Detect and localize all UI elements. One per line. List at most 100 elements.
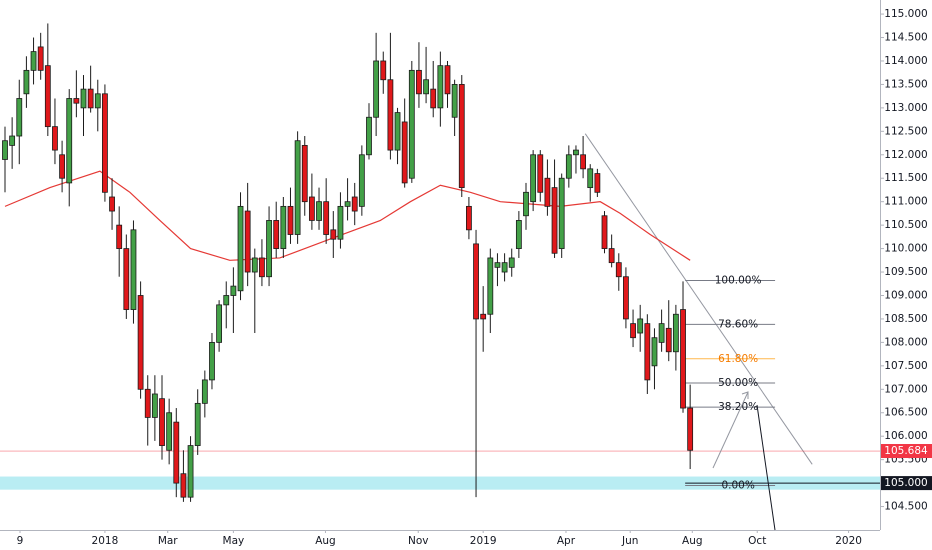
candle-body <box>44 65 51 128</box>
candle-body <box>187 445 194 498</box>
y-tick-label: 112.000 <box>884 149 927 161</box>
candle-body <box>651 337 658 367</box>
candle-body <box>544 177 551 207</box>
y-tick-label: 107.500 <box>884 360 927 372</box>
candle-body <box>380 60 387 81</box>
y-tick-label: 110.000 <box>884 243 927 255</box>
candle-body <box>587 168 594 189</box>
candle-body <box>680 309 686 409</box>
moving-average <box>4 170 691 261</box>
candle-body <box>373 60 380 118</box>
candle-body <box>466 205 472 231</box>
candle-body <box>244 210 251 273</box>
x-tick-label: 9 <box>17 535 24 547</box>
candle-body <box>280 205 287 249</box>
x-tick-label: Mar <box>158 535 178 547</box>
fib-label: 50.00% <box>718 377 758 389</box>
candle-body <box>2 140 8 160</box>
candle-body <box>580 154 586 170</box>
candle-body <box>151 393 158 418</box>
x-tick-label: Aug <box>682 535 703 547</box>
candle-body <box>59 154 65 179</box>
fib-label: 78.60% <box>718 318 758 330</box>
y-tick-label: 111.000 <box>884 196 927 208</box>
candle-body <box>273 220 280 249</box>
candle-body <box>237 205 244 292</box>
candle-body <box>116 224 123 249</box>
candle-body <box>102 93 108 193</box>
price-tag <box>881 444 932 459</box>
candle-body <box>430 88 437 109</box>
y-tick-label: 106.000 <box>884 430 927 442</box>
candle-body <box>37 46 44 71</box>
candle-body <box>558 177 565 249</box>
candle-body <box>644 323 651 381</box>
arrow-head <box>741 391 749 399</box>
candle-body <box>337 205 344 240</box>
y-tick-label: 115.000 <box>884 8 927 20</box>
support-zone <box>0 476 880 490</box>
y-tick-label: 114.500 <box>884 32 927 44</box>
candle-body <box>551 187 558 254</box>
x-tick-label: 2019 <box>470 535 497 547</box>
candle-body <box>294 140 301 235</box>
candle-body <box>301 144 308 203</box>
candle-body <box>351 196 358 212</box>
candle-body <box>672 313 679 353</box>
x-tick-label: Oct <box>748 535 766 547</box>
x-tick-label: Apr <box>557 535 576 547</box>
candle-body <box>223 295 230 306</box>
candle-body <box>451 84 458 118</box>
candle-body <box>194 402 201 446</box>
y-tick-label: 113.500 <box>884 78 927 90</box>
x-tick-label: Jun <box>621 535 638 547</box>
candle-body <box>73 98 80 104</box>
candle-body <box>523 191 529 217</box>
candle-body <box>537 154 544 193</box>
y-tick-label: 104.500 <box>884 501 927 513</box>
candle-body <box>387 79 394 151</box>
fib-label: 0.00% <box>721 479 754 491</box>
candle-body <box>330 229 337 240</box>
candle-body <box>437 65 444 109</box>
candle-body <box>487 257 494 315</box>
fib-label: 38.20% <box>718 401 758 413</box>
x-tick-label: Aug <box>315 535 336 547</box>
candle-body <box>473 243 479 320</box>
candle-body <box>109 196 115 212</box>
candle-body <box>608 248 615 264</box>
candle-body <box>66 98 73 184</box>
projection-arrow <box>712 391 749 469</box>
candle-body <box>94 93 101 109</box>
price-tag-label: 105.684 <box>884 445 928 457</box>
candle-body <box>508 257 515 268</box>
candle-body <box>159 398 165 446</box>
candle-body <box>251 257 258 273</box>
candle-body <box>173 421 180 484</box>
candle-body <box>123 248 130 310</box>
candle-body <box>494 262 501 268</box>
candle-body <box>308 196 315 221</box>
price-tag-label: 105.000 <box>884 477 927 489</box>
candle-body <box>287 205 294 235</box>
y-tick-label: 108.000 <box>884 336 927 348</box>
candle-body <box>366 116 372 156</box>
candle-body <box>658 323 665 343</box>
candle-body <box>230 285 237 296</box>
y-tick-label: 108.500 <box>884 313 927 325</box>
candle-body <box>408 69 415 179</box>
candle-body <box>80 88 87 109</box>
candle-body <box>458 84 465 189</box>
candle-body <box>565 154 572 179</box>
candle-body <box>316 201 322 221</box>
candle-body <box>130 229 137 310</box>
candle-body <box>87 88 94 109</box>
candle-body <box>9 135 16 146</box>
candle-body <box>601 215 608 249</box>
candle-body <box>137 295 144 390</box>
y-tick-label: 109.500 <box>884 266 927 278</box>
fib-label: 100.00% <box>715 274 762 286</box>
candle-body <box>630 323 636 339</box>
candle-body <box>30 51 37 71</box>
candle-body <box>623 276 629 320</box>
